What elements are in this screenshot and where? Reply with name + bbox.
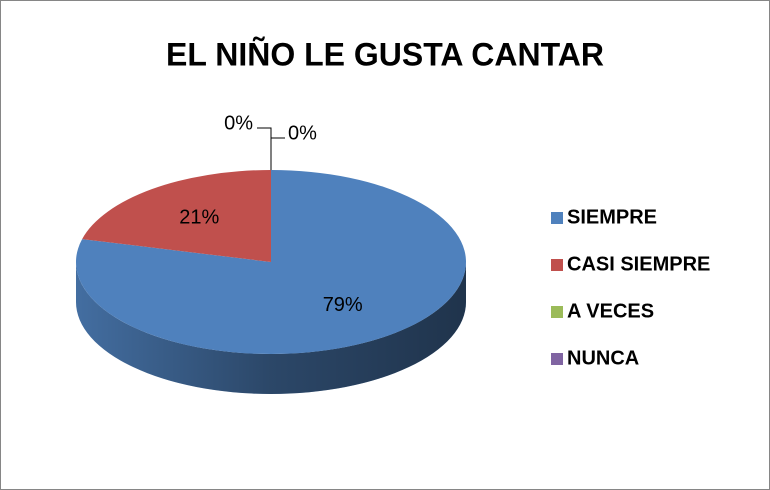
slice — [76, 170, 467, 354]
slice-side-shade — [76, 262, 466, 394]
data-label: 0% — [288, 122, 317, 144]
slice — [82, 170, 271, 262]
legend-swatch — [551, 212, 563, 224]
legend-label: SIEMPRE — [567, 206, 657, 228]
data-label: 79% — [323, 294, 363, 316]
leader-line — [270, 137, 285, 170]
legend-label: CASI SIEMPRE — [567, 253, 710, 275]
data-label: 0% — [224, 112, 253, 134]
legend-label: A VECES — [567, 300, 654, 322]
legend-swatch — [551, 259, 563, 271]
legend-label: NUNCA — [567, 347, 639, 369]
data-label: 21% — [179, 207, 219, 229]
chart-title: EL NIÑO LE GUSTA CANTAR — [166, 36, 604, 72]
legend-swatch — [551, 353, 563, 365]
legend-swatch — [551, 306, 563, 318]
